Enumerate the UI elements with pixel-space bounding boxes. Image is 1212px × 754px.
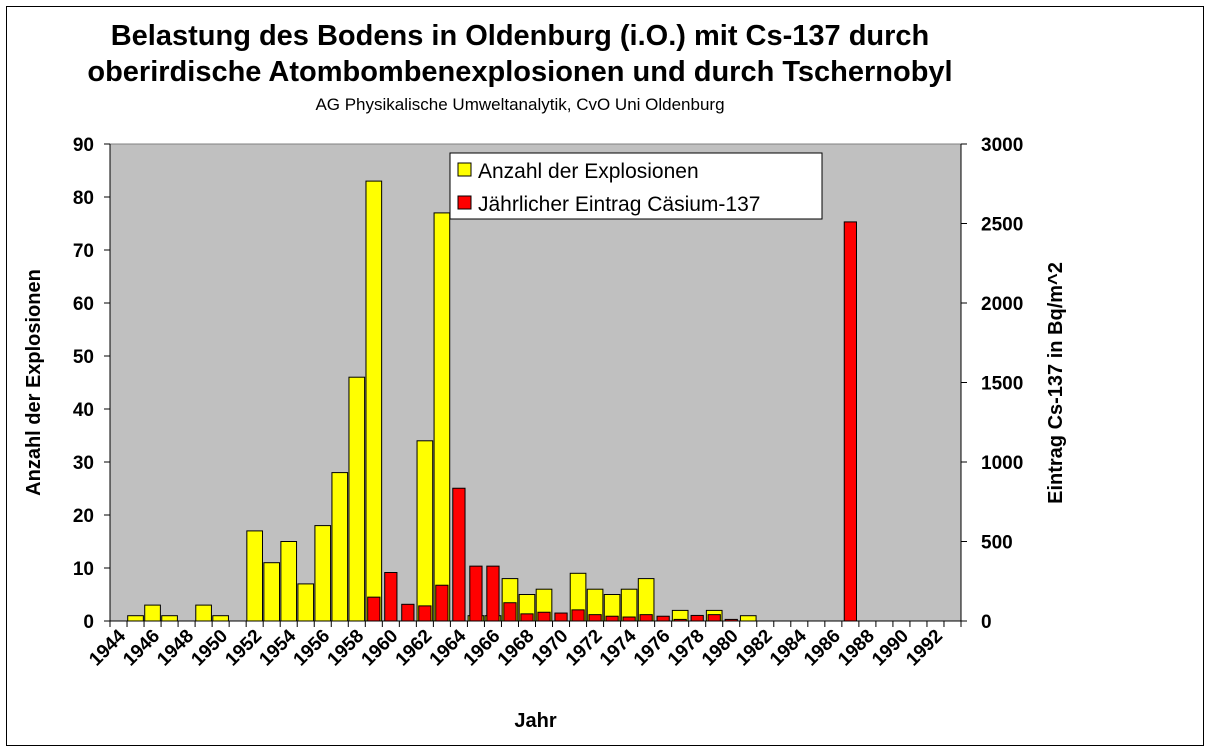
- bar-cesium-1971: [571, 609, 585, 622]
- y-tick-label: 80: [73, 188, 94, 209]
- bar-cesium-1967: [503, 602, 517, 622]
- bar-explosions-1963: [433, 212, 451, 622]
- x-tick-label: 1960: [358, 626, 403, 671]
- x-tick-label: 1950: [187, 626, 232, 671]
- x-tick-label: 1984: [766, 625, 811, 670]
- x-tick-label: 1966: [460, 626, 505, 671]
- bar-cesium-1963: [435, 584, 449, 622]
- x-tick-label: 1970: [528, 626, 573, 671]
- bar-explosions-1952: [246, 530, 263, 622]
- x-tick-label: 1968: [494, 626, 539, 671]
- bar-cesium-1964: [452, 487, 466, 622]
- y-axis-label-left: Anzahl der Explosionen: [23, 269, 45, 496]
- x-tick-label: 1978: [664, 626, 709, 671]
- legend-swatch-explosions: [457, 162, 472, 177]
- legend-label-explosions: Anzahl der Explosionen: [478, 160, 699, 183]
- y-tick-label: 40: [73, 400, 94, 421]
- x-tick-label: 1988: [834, 626, 879, 671]
- bar-explosions-1962: [416, 440, 434, 622]
- bar-explosions-1956: [314, 525, 332, 622]
- bar-cesium-1960: [384, 572, 398, 622]
- bar-explosions-1946: [144, 604, 161, 622]
- bar-explosions-1958: [348, 376, 366, 622]
- bar-explosions-1981: [739, 615, 757, 622]
- bar-cesium-1965: [469, 565, 483, 622]
- bar-cesium-1976: [656, 615, 670, 622]
- bar-cesium-1973: [605, 615, 619, 622]
- bar-explosions-1953: [263, 562, 281, 622]
- bar-cesium-1961: [401, 603, 415, 622]
- x-tick-label: 1976: [630, 626, 675, 671]
- y-tick-label: 60: [73, 294, 94, 315]
- chart-subtitle: AG Physikalische Umweltanalytik, CvO Uni…: [315, 95, 725, 114]
- bar-cesium-1979: [707, 614, 721, 622]
- x-tick-label: 1962: [392, 626, 437, 671]
- y-axis-label-right: Eintrag Cs-137 in Bq/m^2: [1045, 262, 1067, 504]
- y2-tick-label: 1500: [981, 374, 1023, 395]
- y2-tick-label: 2000: [981, 294, 1023, 315]
- x-tick-label: 1946: [119, 626, 164, 671]
- chart-title-line-1: Belastung des Bodens in Oldenburg (i.O.)…: [110, 20, 930, 52]
- bar-explosions-1945: [127, 615, 144, 622]
- x-tick-label: 1964: [426, 625, 471, 670]
- y-tick-label: 50: [73, 347, 94, 368]
- legend-swatch-cesium: [457, 195, 472, 210]
- bar-cesium-1970: [554, 612, 568, 622]
- bar-cesium-1968: [520, 613, 534, 622]
- y2-tick-label: 500: [981, 533, 1013, 554]
- x-tick-label: 1958: [324, 626, 369, 671]
- legend-box: [449, 152, 823, 220]
- y2-tick-label: 2500: [981, 215, 1023, 236]
- bar-cesium-1975: [639, 614, 653, 622]
- bar-explosions-1954: [280, 541, 298, 622]
- legend-label-cesium: Jährlicher Eintrag Cäsium-137: [478, 193, 760, 216]
- y-tick-label: 10: [73, 559, 94, 580]
- bar-cesium-1966: [486, 565, 500, 622]
- y-tick-label: 0: [83, 612, 94, 633]
- x-tick-label: 1992: [902, 626, 947, 671]
- bar-explosions-1957: [331, 472, 349, 622]
- bar-cesium-1974: [622, 616, 636, 622]
- bar-explosions-1949: [195, 604, 212, 622]
- bar-cesium-1972: [588, 614, 602, 622]
- bar-explosions-1947: [161, 615, 178, 622]
- y2-tick-label: 3000: [981, 135, 1023, 156]
- x-tick-label: 1990: [868, 626, 913, 671]
- y-tick-label: 30: [73, 453, 94, 474]
- x-tick-label: 1956: [290, 626, 335, 671]
- bar-explosions-1950: [212, 615, 229, 622]
- y-tick-label: 20: [73, 506, 94, 527]
- bar-cesium-1987: [843, 221, 857, 622]
- x-tick-label: 1954: [255, 625, 300, 670]
- bar-cesium-1978: [690, 614, 704, 622]
- bar-explosions-1974: [620, 588, 638, 622]
- x-tick-label: 1974: [596, 625, 641, 670]
- legend: Anzahl der Explosionen Jährlicher Eintra…: [449, 152, 823, 220]
- x-tick-label: 1972: [562, 626, 607, 671]
- bar-cesium-1959: [367, 596, 381, 622]
- bar-cesium-1969: [537, 611, 551, 622]
- x-tick-label: 1982: [732, 626, 777, 671]
- bar-explosions-1959: [365, 180, 383, 622]
- x-tick-label: 1980: [698, 626, 743, 671]
- y-tick-label: 70: [73, 241, 94, 262]
- y2-tick-label: 1000: [981, 453, 1023, 474]
- y2-tick-label: 0: [981, 612, 992, 633]
- bar-cesium-1962: [418, 605, 432, 622]
- x-tick-label: 1948: [153, 626, 198, 671]
- x-axis-label: Jahr: [514, 710, 556, 732]
- bar-explosions-1955: [297, 583, 315, 622]
- chart-title-line-2: oberirdische Atombombenexplosionen und d…: [87, 56, 953, 88]
- x-tick-label: 1986: [800, 626, 845, 671]
- y-tick-label: 90: [73, 135, 94, 156]
- x-tick-label: 1952: [221, 626, 266, 671]
